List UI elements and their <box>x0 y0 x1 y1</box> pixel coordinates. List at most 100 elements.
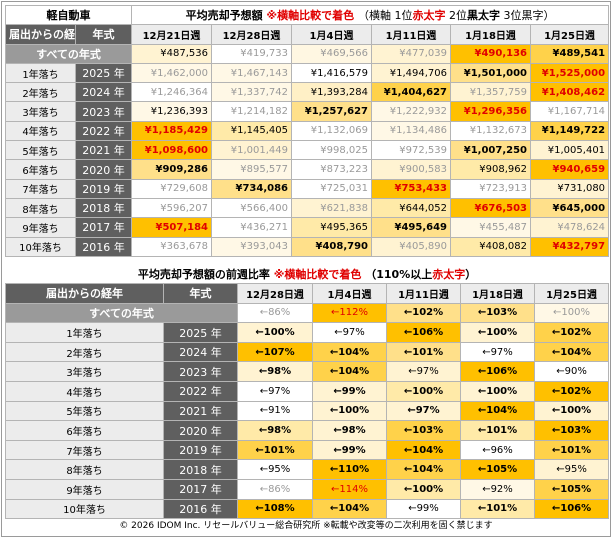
age-label: 6年落ち <box>5 420 164 441</box>
col-header-date: 12月21日週 <box>131 24 212 45</box>
model-year: 2019 年 <box>75 178 132 199</box>
price-cell: ¥490,136 <box>450 43 531 64</box>
price-cell: ¥900,583 <box>371 159 451 180</box>
price-cell: ¥1,214,182 <box>211 101 292 122</box>
price-cell: ¥731,080 <box>529 178 610 199</box>
price-cell: ¥455,487 <box>450 217 531 238</box>
price-cell: ¥1,494,706 <box>371 62 451 84</box>
price-cell: ¥495,365 <box>291 217 372 238</box>
table-row: 1年落ち 2025 年 ¥1,462,000 ¥1,467,143 ¥1,416,579… <box>5 62 610 84</box>
model-year: 2022 年 <box>163 381 238 402</box>
ratio-cell: ←101% <box>237 439 313 461</box>
age-label: 8年落ち <box>5 197 76 219</box>
ratio-cell: ←101% <box>460 498 535 520</box>
category-title: 軽自動車 <box>5 4 132 26</box>
ratio-cell: ←104% <box>386 439 461 461</box>
model-year: 2024 年 <box>75 82 132 103</box>
age-label: 3年落ち <box>5 101 76 122</box>
ratio-cell: ←108% <box>237 498 313 520</box>
col-header-date: 1月4日週 <box>291 24 372 45</box>
ratio-cell: ←110% <box>312 459 387 481</box>
price-cell: ¥489,541 <box>529 43 610 64</box>
model-year: 2016 年 <box>163 498 238 520</box>
age-label: 2年落ち <box>5 341 164 363</box>
ratio-cell: ←98% <box>312 420 387 441</box>
copyright-footer: © 2026 IDOM Inc. リセールバリュー総合研究所 ※転載や改変等の二… <box>119 521 493 531</box>
price-cell: ¥1,005,401 <box>529 140 610 161</box>
price-cell: ¥729,608 <box>131 178 212 199</box>
price-cell: ¥408,790 <box>291 236 372 257</box>
ratio-cell: ←98% <box>237 420 313 441</box>
col-header-year: 年式 <box>163 283 238 304</box>
model-year: 2018 年 <box>163 459 238 481</box>
age-label: 9年落ち <box>5 217 76 238</box>
price-cell: ¥1,296,356 <box>450 101 531 122</box>
price-cell: ¥393,043 <box>211 236 292 257</box>
ratio-cell: ←104% <box>386 459 461 481</box>
ratio-cell: ←95% <box>237 459 313 481</box>
col-header-age: 届出からの経年 <box>5 24 76 45</box>
table-row: 10年落ち 2016 年 ¥363,678 ¥393,043 ¥408,790 ¥405,… <box>5 236 610 257</box>
col-header-date: 12月28日週 <box>237 283 313 304</box>
ratio-cell: ←101% <box>460 420 535 441</box>
price-cell: ¥676,503 <box>450 197 531 219</box>
ratio-cell: ←100% <box>533 400 610 422</box>
all-years-label: すべての年式 <box>5 302 238 324</box>
age-label: 10年落ち <box>5 498 164 520</box>
ratio-cell: ←105% <box>460 459 535 481</box>
ratio-cell: ←102% <box>386 302 461 324</box>
model-year: 2019 年 <box>163 439 238 461</box>
ratio-cell: ←98% <box>237 361 313 383</box>
ratio-table-body: 1年落ち 2025 年 ←100% ←97% ←106% ←100% ←102% 2年落ち 20… <box>5 322 610 520</box>
table-row: 10年落ち 2016 年 ←108% ←104% ←99% ←101% ←106% <box>5 498 610 520</box>
price-cell: ¥621,838 <box>291 197 372 219</box>
age-label: 9年落ち <box>5 479 164 500</box>
price-cell: ¥1,357,759 <box>450 82 531 103</box>
col-header-date: 1月25日週 <box>533 283 610 304</box>
price-cell: ¥1,462,000 <box>131 62 212 84</box>
age-label: 5年落ち <box>5 140 76 161</box>
price-cell: ¥908,962 <box>450 159 531 180</box>
model-year: 2022 年 <box>75 120 132 142</box>
ratio-cell: ←102% <box>533 381 610 402</box>
price-cell: ¥566,400 <box>211 197 292 219</box>
col-header-age: 届出からの経年 <box>5 283 164 304</box>
table-row: 3年落ち 2023 年 ¥1,236,393 ¥1,214,182 ¥1,257,627… <box>5 101 610 122</box>
price-cell: ¥895,577 <box>211 159 292 180</box>
price-cell: ¥1,185,429 <box>131 120 212 142</box>
model-year: 2020 年 <box>75 159 132 180</box>
ratio-cell: ←96% <box>460 439 535 461</box>
col-header-date: 1月25日週 <box>529 24 610 45</box>
price-cell: ¥408,082 <box>450 236 531 257</box>
ratio-cell: ←103% <box>533 420 610 441</box>
ratio-cell: ←112% <box>312 302 387 324</box>
price-cell: ¥363,678 <box>131 236 212 257</box>
table-row: 7年落ち 2019 年 ¥729,608 ¥734,086 ¥725,031 ¥753,4… <box>5 178 610 199</box>
model-year: 2016 年 <box>75 236 132 257</box>
ratio-cell: ←91% <box>237 400 313 422</box>
ratio-cell: ←102% <box>533 322 610 343</box>
ratio-cell: ←114% <box>312 479 387 500</box>
all-years-label: すべての年式 <box>5 43 132 64</box>
model-year: 2025 年 <box>163 322 238 343</box>
age-label: 7年落ち <box>5 439 164 461</box>
ratio-cell: ←106% <box>533 498 610 520</box>
age-label: 1年落ち <box>5 62 76 84</box>
model-year: 2021 年 <box>163 400 238 422</box>
price-cell: ¥405,890 <box>371 236 451 257</box>
table-row: 8年落ち 2018 年 ←95% ←110% ←104% ←105% ←95% <box>5 459 610 481</box>
model-year: 2018 年 <box>75 197 132 219</box>
all-years-row: すべての年式 ←86% ←112% ←102% ←103% ←100% <box>5 302 610 324</box>
col-header-date: 1月11日週 <box>386 283 461 304</box>
price-cell: ¥1,404,627 <box>371 82 451 103</box>
price-cell: ¥1,007,250 <box>450 140 531 161</box>
price-cell: ¥734,086 <box>211 178 292 199</box>
ratio-cell: ←99% <box>386 498 461 520</box>
ratio-table: 平均売却予想額の前週比率 ※横軸比較で着色 （110%以上赤太字） 届出からの経… <box>5 264 610 520</box>
price-cell: ¥972,539 <box>371 140 451 161</box>
model-year: 2017 年 <box>163 479 238 500</box>
ratio-cell: ←99% <box>312 439 387 461</box>
model-year: 2020 年 <box>163 420 238 441</box>
ratio-cell: ←101% <box>533 439 610 461</box>
